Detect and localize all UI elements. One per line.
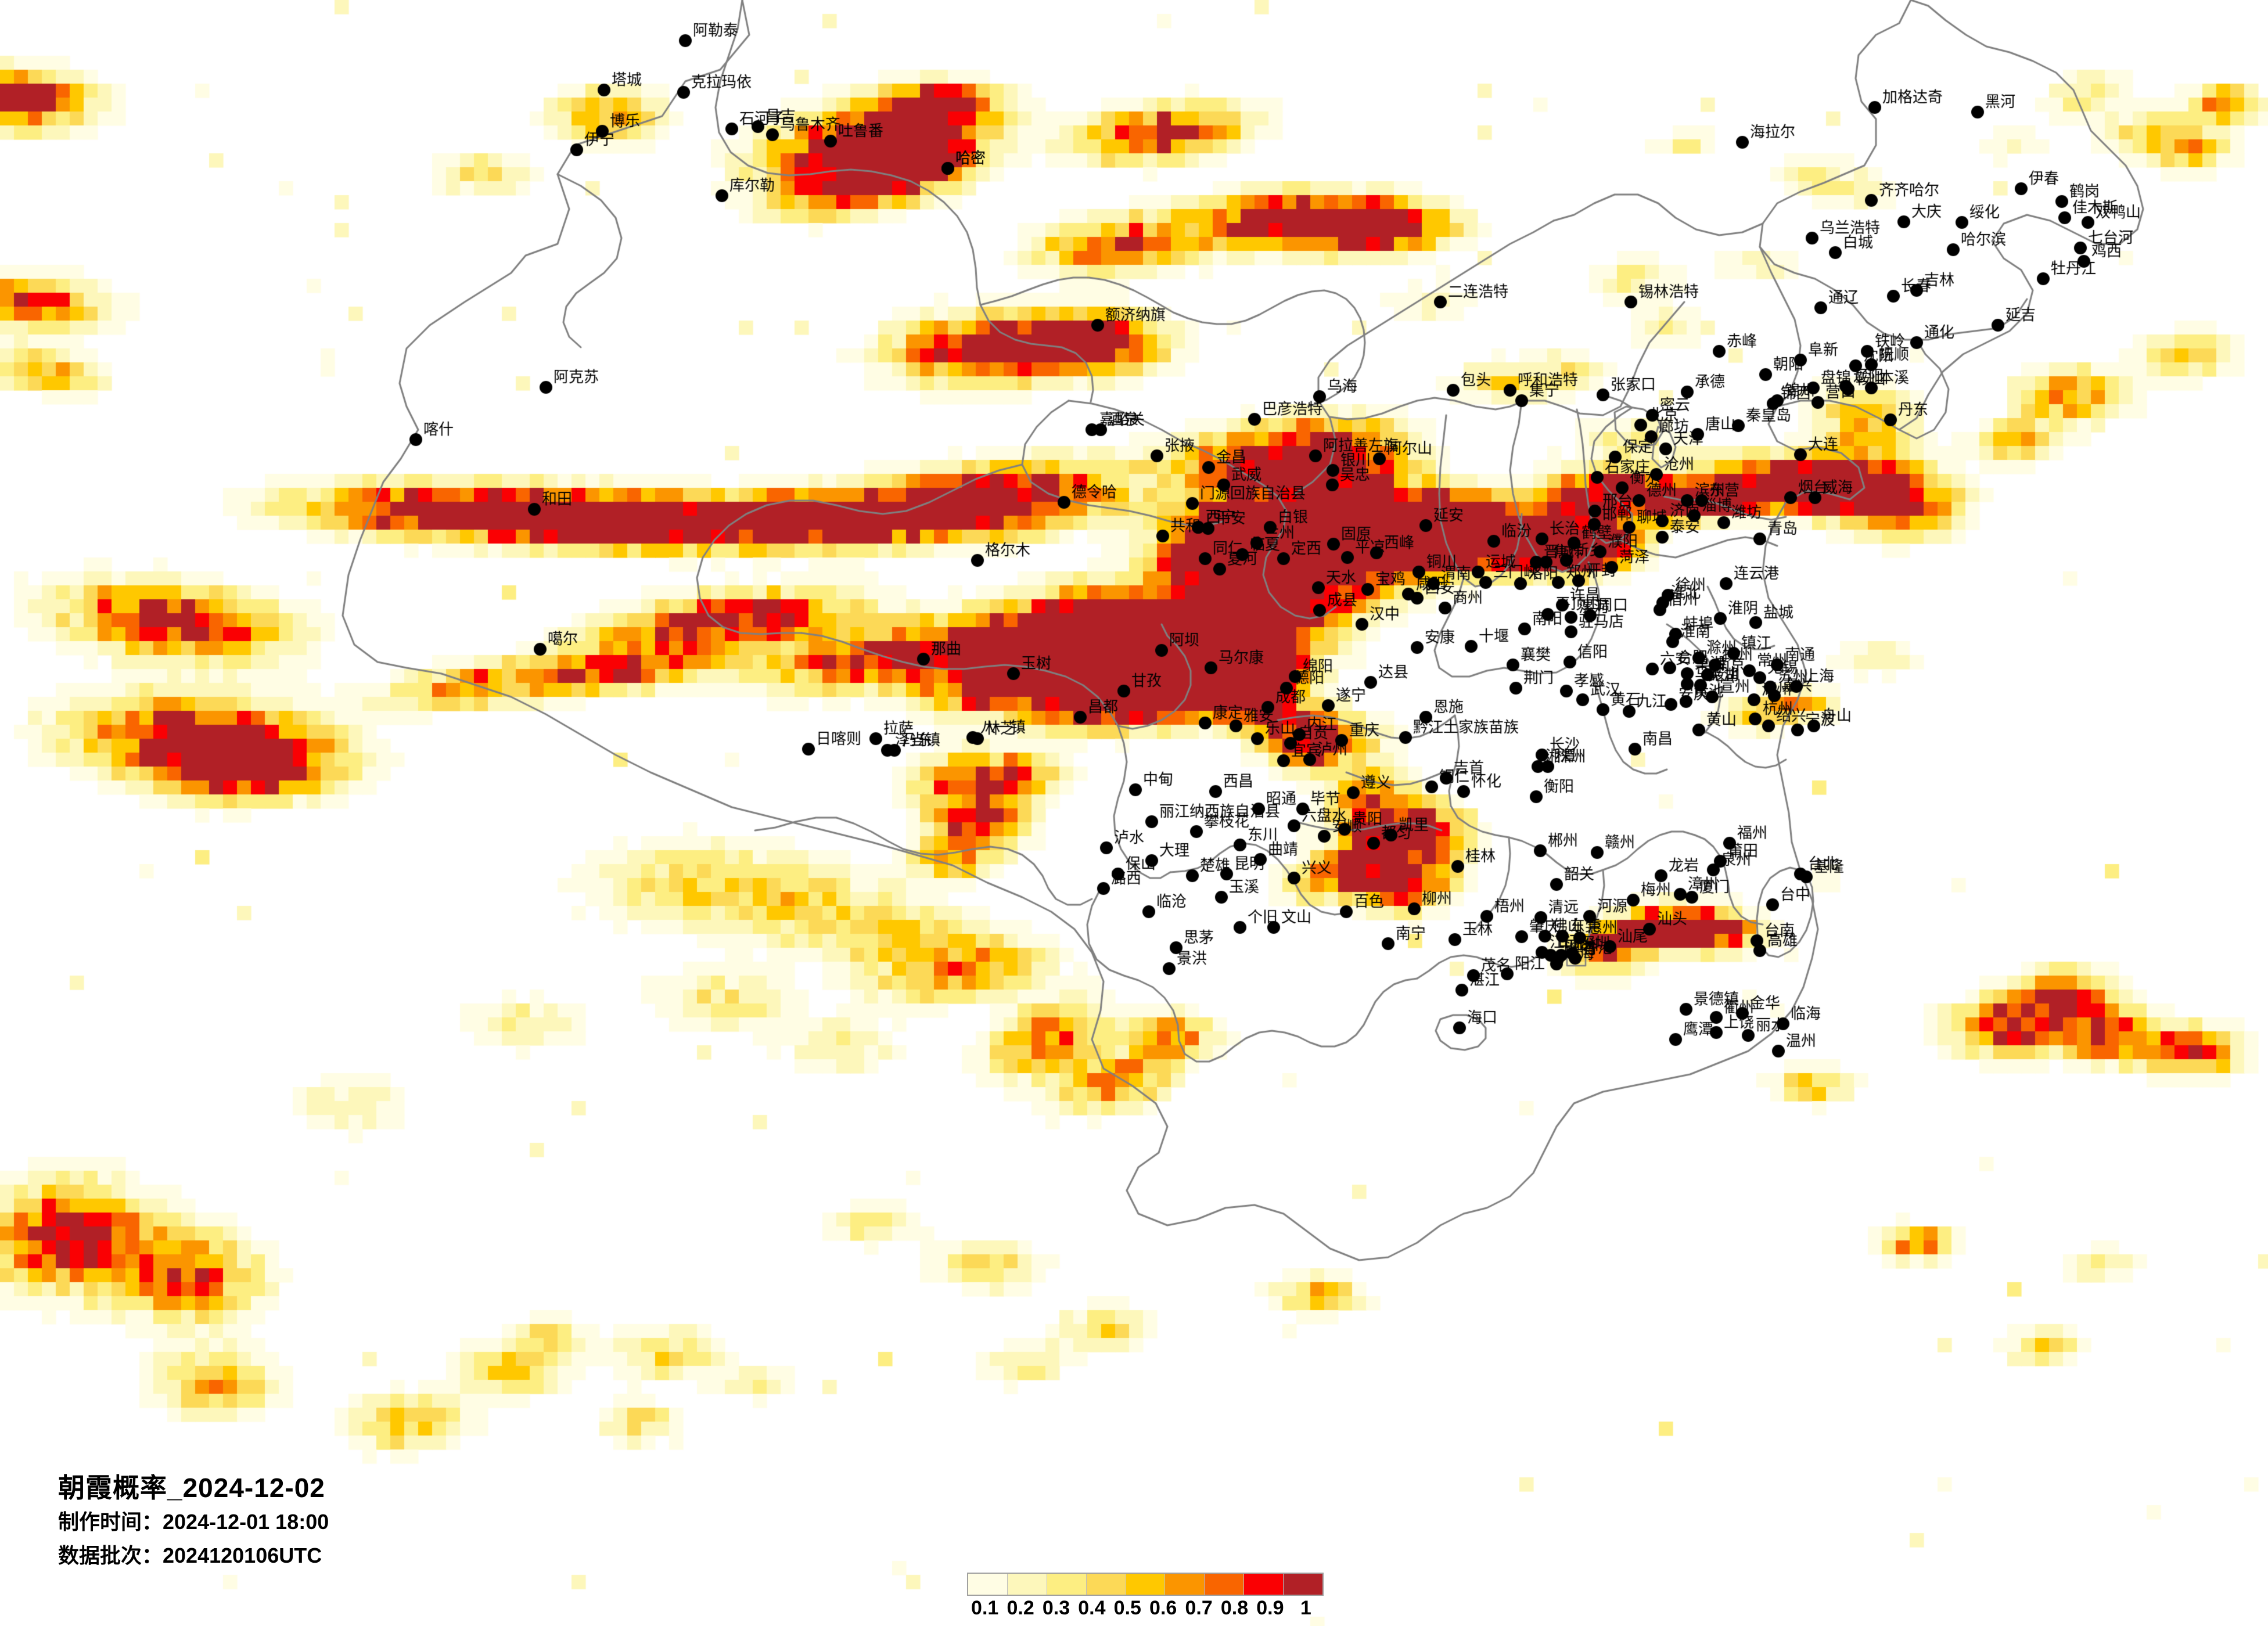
colorbar-swatch-6 (1165, 1574, 1205, 1595)
colorbar-tick-0-5: 0.5 (1113, 1597, 1141, 1619)
colorbar-swatch-8 (1244, 1574, 1284, 1595)
colorbar-tick-0-1: 0.1 (971, 1597, 999, 1619)
colorbar-tick-0-2: 0.2 (1007, 1597, 1034, 1619)
colorbar-tick-1: 1 (1300, 1597, 1311, 1619)
production-time-row: 制作时间：2024-12-01 18:00 (58, 1507, 329, 1537)
colorbar-swatch-7 (1205, 1574, 1245, 1595)
colorbar-tick-labels: 0.1 0.2 0.3 0.4 0.5 0.6 0.7 0.8 0.9 1 (967, 1596, 1324, 1621)
colorbar-swatch-3 (1047, 1574, 1087, 1595)
colorbar-tick-0-7: 0.7 (1185, 1597, 1213, 1619)
data-batch-row: 数据批次：2024120106UTC (58, 1541, 329, 1571)
production-time-label: 制作时间： (58, 1510, 163, 1534)
colorbar-tick-0-9: 0.9 (1256, 1597, 1284, 1619)
page-title: 朝霞概率_2024-12-02 (58, 1473, 325, 1503)
production-time-value: 2024-12-01 18:00 (163, 1510, 329, 1534)
data-batch-label: 数据批次： (58, 1544, 163, 1568)
caption-block: 朝霞概率_2024-12-02 制作时间：2024-12-01 18:00 数据… (58, 1472, 329, 1571)
colorbar-tick-0-6: 0.6 (1149, 1597, 1177, 1619)
colorbar-swatches (967, 1573, 1324, 1596)
colorbar-tick-0-3: 0.3 (1042, 1597, 1070, 1619)
colorbar-swatch-5 (1126, 1574, 1166, 1595)
colorbar-tick-0-8: 0.8 (1220, 1597, 1249, 1619)
colorbar-legend: 0.1 0.2 0.3 0.4 0.5 0.6 0.7 0.8 0.9 1 (967, 1573, 1324, 1625)
colorbar-swatch-1 (968, 1574, 1008, 1595)
data-batch-value: 2024120106UTC (163, 1544, 322, 1568)
colorbar-tick-0-4: 0.4 (1078, 1597, 1106, 1619)
colorbar-swatch-2 (1007, 1574, 1047, 1595)
colorbar-swatch-4 (1086, 1574, 1126, 1595)
colorbar-swatch-9 (1284, 1574, 1323, 1595)
